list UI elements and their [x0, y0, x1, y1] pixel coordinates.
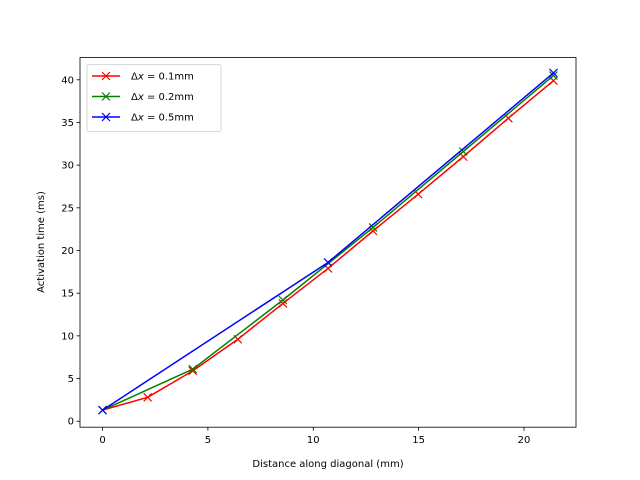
legend-label: Δx = 0.5mm — [131, 113, 194, 124]
series-2 — [98, 68, 558, 415]
legend-box — [86, 64, 222, 132]
x-marker-icon — [278, 295, 288, 305]
series-line — [102, 74, 554, 411]
x-marker-icon — [188, 366, 198, 376]
x-tick-label: 15 — [412, 435, 425, 446]
x-marker-icon — [101, 92, 111, 101]
y-axis-ticks: 0 5 10 15 20 25 30 35 40 — [61, 75, 80, 428]
legend-item-2: Δx = 0.5mm — [92, 113, 194, 124]
x-marker-icon — [101, 112, 111, 122]
legend-item-0: Δx = 0.1mm — [92, 72, 194, 83]
x-marker-icon — [368, 226, 378, 236]
y-tick-label: 20 — [61, 246, 74, 257]
y-tick-label: 30 — [61, 161, 74, 172]
legend-label: Δx = 0.1mm — [131, 72, 194, 83]
legend: Δx = 0.1mm Δx = 0.2mm Δx = 0.5mm — [86, 64, 222, 132]
y-tick-label: 10 — [61, 331, 74, 342]
x-axis-label: Distance along diagonal (mm) — [252, 459, 403, 470]
x-marker-icon — [549, 71, 558, 80]
x-marker-icon — [549, 68, 558, 78]
y-tick-label: 15 — [61, 289, 74, 300]
x-tick-label: 10 — [307, 435, 320, 446]
y-tick-label: 35 — [61, 118, 74, 129]
x-marker-icon — [98, 405, 107, 415]
x-marker-icon — [101, 71, 111, 81]
x-tick-label: 5 — [205, 435, 211, 446]
x-tick-label: 0 — [99, 435, 105, 446]
x-marker-icon — [458, 147, 468, 156]
x-marker-icon — [503, 113, 513, 123]
x-tick-label: 20 — [518, 435, 531, 446]
y-tick-label: 40 — [61, 75, 74, 86]
y-tick-label: 5 — [68, 374, 74, 385]
y-tick-label: 25 — [61, 203, 74, 214]
x-marker-icon — [368, 223, 378, 232]
series-layer — [98, 68, 558, 415]
y-axis-label: Activation time (ms) — [36, 191, 47, 293]
y-tick-label: 0 — [68, 417, 74, 428]
axes-frame — [79, 57, 577, 428]
x-marker-icon — [143, 392, 153, 402]
x-marker-icon — [233, 334, 243, 344]
legend-label: Δx = 0.2mm — [131, 92, 194, 103]
legend-item-1: Δx = 0.2mm — [92, 92, 194, 103]
x-marker-icon — [323, 258, 333, 267]
x-axis-ticks: 0 5 10 15 20 — [99, 427, 530, 446]
x-marker-icon — [188, 364, 198, 374]
x-marker-icon — [413, 189, 423, 199]
x-marker-icon — [278, 299, 288, 308]
